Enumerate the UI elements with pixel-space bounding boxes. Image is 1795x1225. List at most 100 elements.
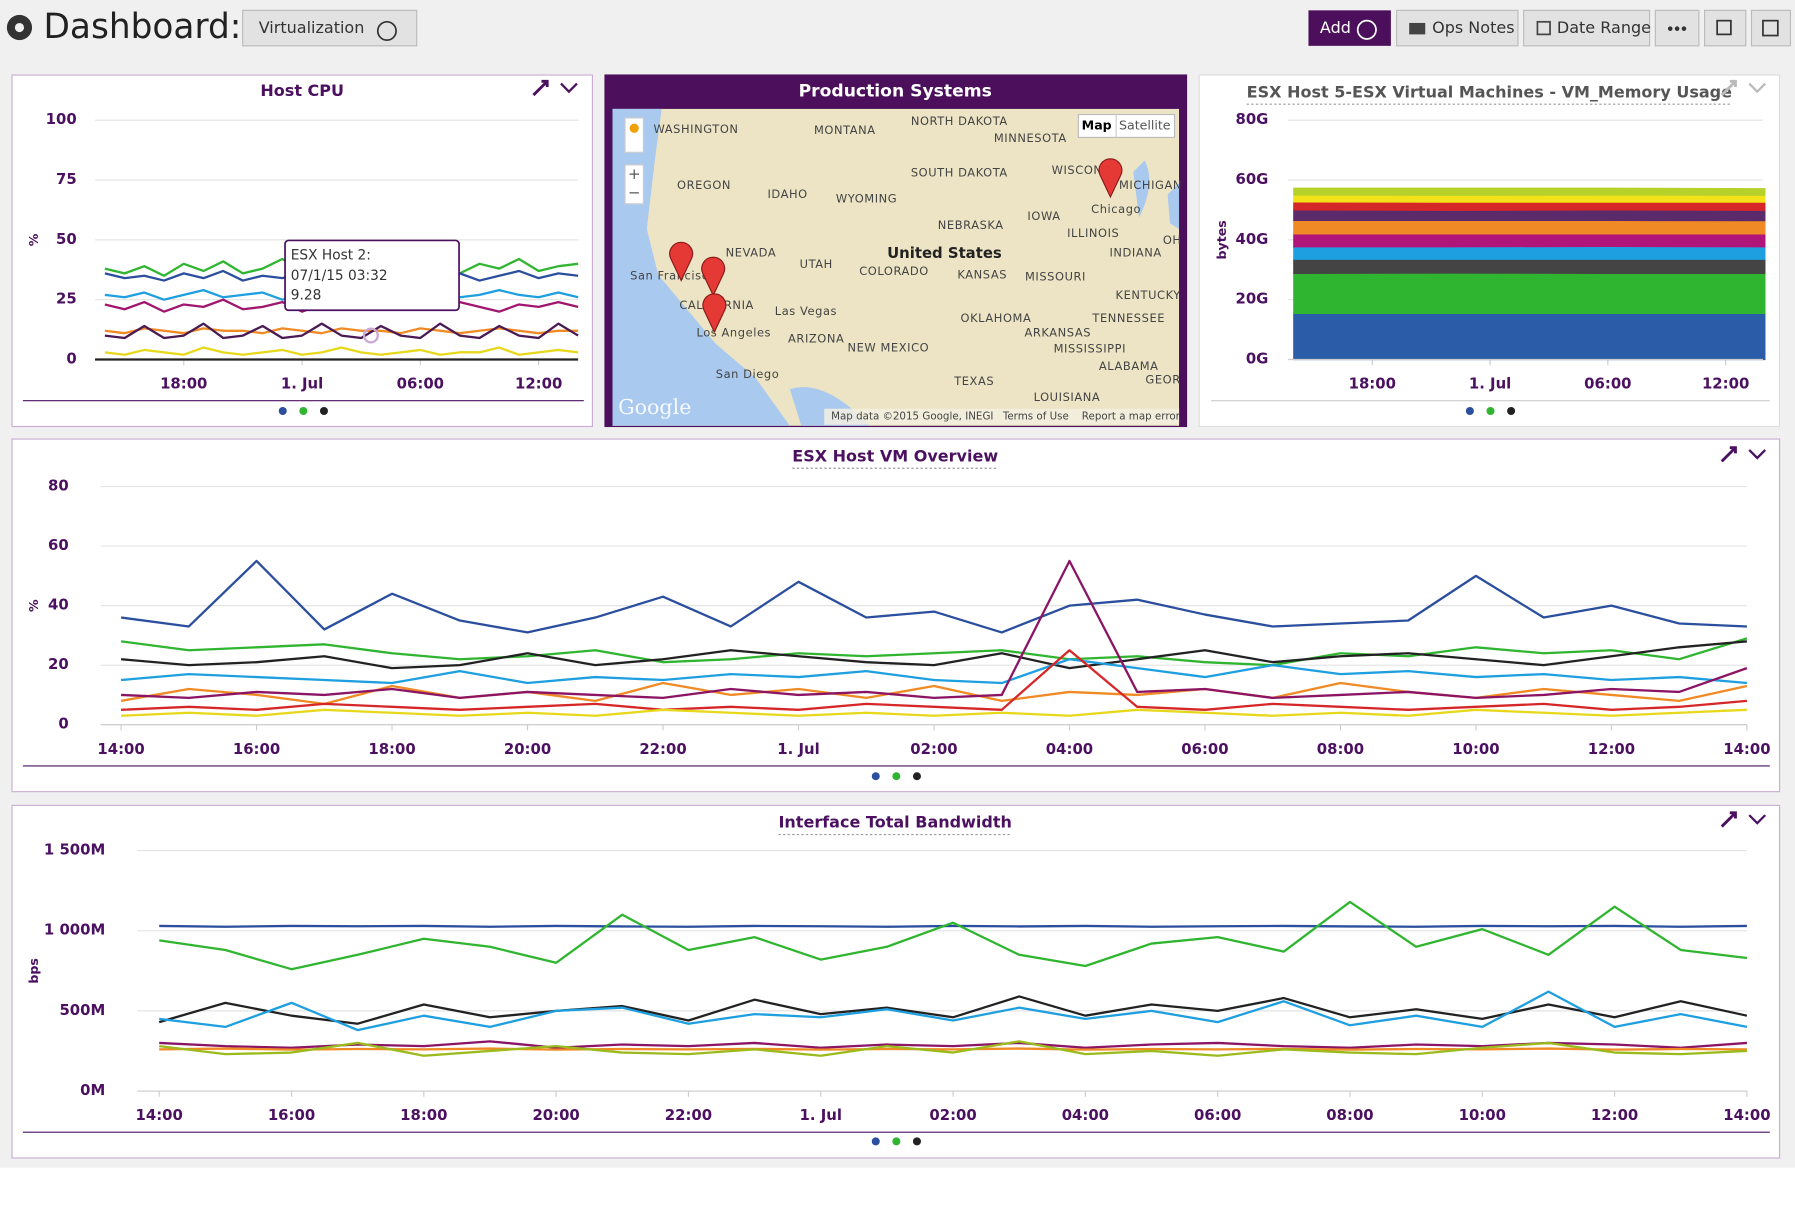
page-dot[interactable] <box>1465 407 1474 416</box>
map-label: KANSAS <box>957 267 1007 281</box>
page-dot[interactable] <box>299 407 308 416</box>
date-range-label[interactable]: Date Range <box>1557 18 1651 37</box>
x-tick-label: 02:00 <box>929 1106 976 1124</box>
zoom-control[interactable] <box>624 164 644 205</box>
add-box[interactable] <box>1308 10 1391 46</box>
x-tick-label: 22:00 <box>639 740 686 758</box>
x-tick-label: 16:00 <box>268 1106 315 1124</box>
lake <box>1133 160 1180 230</box>
map-label: MICHIGAN <box>1119 178 1182 192</box>
page-dot[interactable] <box>871 1137 880 1146</box>
select-label[interactable]: Virtualization <box>259 18 365 37</box>
page-dot[interactable] <box>1507 407 1516 416</box>
date-range-icon[interactable] <box>1536 20 1551 36</box>
add-label[interactable]: Add <box>1320 18 1351 37</box>
expand-icon[interactable] <box>1720 79 1737 97</box>
terms-link[interactable]: Terms of Use <box>1002 411 1069 423</box>
series-line <box>120 637 1748 667</box>
expand-icon[interactable] <box>532 79 549 97</box>
x-tick-label: 12:00 <box>515 375 562 393</box>
date-range-button[interactable]: Date Range <box>1523 9 1651 47</box>
y-tick-label: 80G <box>1235 110 1268 128</box>
copy-button[interactable] <box>1703 9 1747 47</box>
page-dot[interactable] <box>278 407 287 416</box>
add-icon[interactable] <box>1356 19 1377 40</box>
x-tick-label: 18:00 <box>368 740 415 758</box>
map-label: ARIZONA <box>788 331 844 345</box>
ops-notes-icon[interactable] <box>1409 22 1426 35</box>
x-tick-label: 08:00 <box>1317 740 1364 758</box>
select-icon[interactable] <box>376 20 397 41</box>
expand-icon[interactable] <box>1720 811 1737 828</box>
ops-notes-label[interactable]: Ops Notes <box>1432 18 1514 37</box>
map-label: ILLINOIS <box>1067 226 1119 240</box>
tooltip-title: ESX Host 2: <box>291 247 371 263</box>
page-dot[interactable] <box>1486 407 1495 416</box>
area-layer <box>1293 209 1766 222</box>
dashboard-select[interactable]: Virtualization <box>242 9 418 47</box>
y-tick-label: 20 <box>48 655 69 673</box>
copy-icon <box>1716 19 1732 36</box>
satellite-button[interactable]: Satellite <box>1119 117 1171 132</box>
area-layer <box>1293 272 1766 315</box>
x-tick-label: 14:00 <box>1723 1106 1770 1124</box>
x-tick-label: 06:00 <box>1584 375 1631 393</box>
collapse-icon[interactable] <box>1748 449 1767 460</box>
collapse-icon[interactable] <box>1748 82 1767 94</box>
zoom-out[interactable]: − <box>628 184 640 202</box>
map-label: IOWA <box>1027 209 1060 223</box>
map-marker[interactable] <box>1098 158 1123 199</box>
x-tick-label: 04:00 <box>1046 740 1093 758</box>
map-label: MISSOURI <box>1025 270 1086 284</box>
panel <box>11 804 1781 1159</box>
panel-title: Production Systems <box>799 82 992 102</box>
ocean <box>612 108 790 426</box>
map-label: United States <box>887 244 1002 262</box>
map-label: TEXAS <box>953 374 994 388</box>
map-marker[interactable] <box>702 293 727 334</box>
series-line <box>120 559 1747 634</box>
y-tick-label: 40 <box>48 596 69 614</box>
date-range-box[interactable] <box>1523 9 1651 47</box>
y-tick-label: 1 500M <box>44 841 105 859</box>
page-dot[interactable] <box>912 1137 921 1146</box>
street-view[interactable] <box>624 117 644 153</box>
page-dot[interactable] <box>871 772 880 781</box>
page-dot[interactable] <box>912 772 921 781</box>
expand-icon[interactable] <box>1720 446 1737 463</box>
ops-notes-button[interactable]: Ops Notes <box>1396 9 1519 47</box>
series-line <box>158 995 1748 1025</box>
map-markers <box>669 158 1123 334</box>
map-label: ALABAMA <box>1099 359 1159 373</box>
map-label: WASHINGTON <box>654 122 739 136</box>
y-tick-label: 60G <box>1235 170 1268 188</box>
map-marker[interactable] <box>669 241 694 282</box>
collapse-icon[interactable] <box>560 82 578 94</box>
map-type-control[interactable] <box>1077 113 1176 138</box>
x-tick-label: 1. Jul <box>800 1106 842 1124</box>
tooltip-value: 9.28 <box>291 287 322 303</box>
fullscreen-button[interactable] <box>1750 9 1791 47</box>
x-tick-label: 12:00 <box>1588 740 1635 758</box>
zoom-in[interactable]: + <box>628 165 640 183</box>
y-axis-title: % <box>26 599 41 612</box>
x-tick-label: 16:00 <box>233 740 280 758</box>
series-line <box>121 708 1747 717</box>
page-dot[interactable] <box>892 772 901 781</box>
map-label: Las Vegas <box>775 304 837 318</box>
series-line <box>104 327 579 335</box>
add-button[interactable]: Add <box>1308 10 1391 46</box>
area-layer <box>1293 258 1766 274</box>
area-layer <box>1293 219 1766 235</box>
page-dot[interactable] <box>319 407 328 416</box>
map-button[interactable]: Map <box>1082 117 1112 132</box>
y-tick-label: 20G <box>1235 290 1268 308</box>
page-dot[interactable] <box>892 1137 901 1146</box>
map-marker[interactable] <box>701 256 726 297</box>
pegman <box>629 123 639 133</box>
x-tick-label: 1. Jul <box>1469 375 1511 393</box>
collapse-icon[interactable] <box>1748 814 1767 825</box>
x-tick-label: 10:00 <box>1452 740 1499 758</box>
map-label: ARKANSAS <box>1024 326 1091 340</box>
report-link[interactable]: Report a map error <box>1082 411 1181 423</box>
